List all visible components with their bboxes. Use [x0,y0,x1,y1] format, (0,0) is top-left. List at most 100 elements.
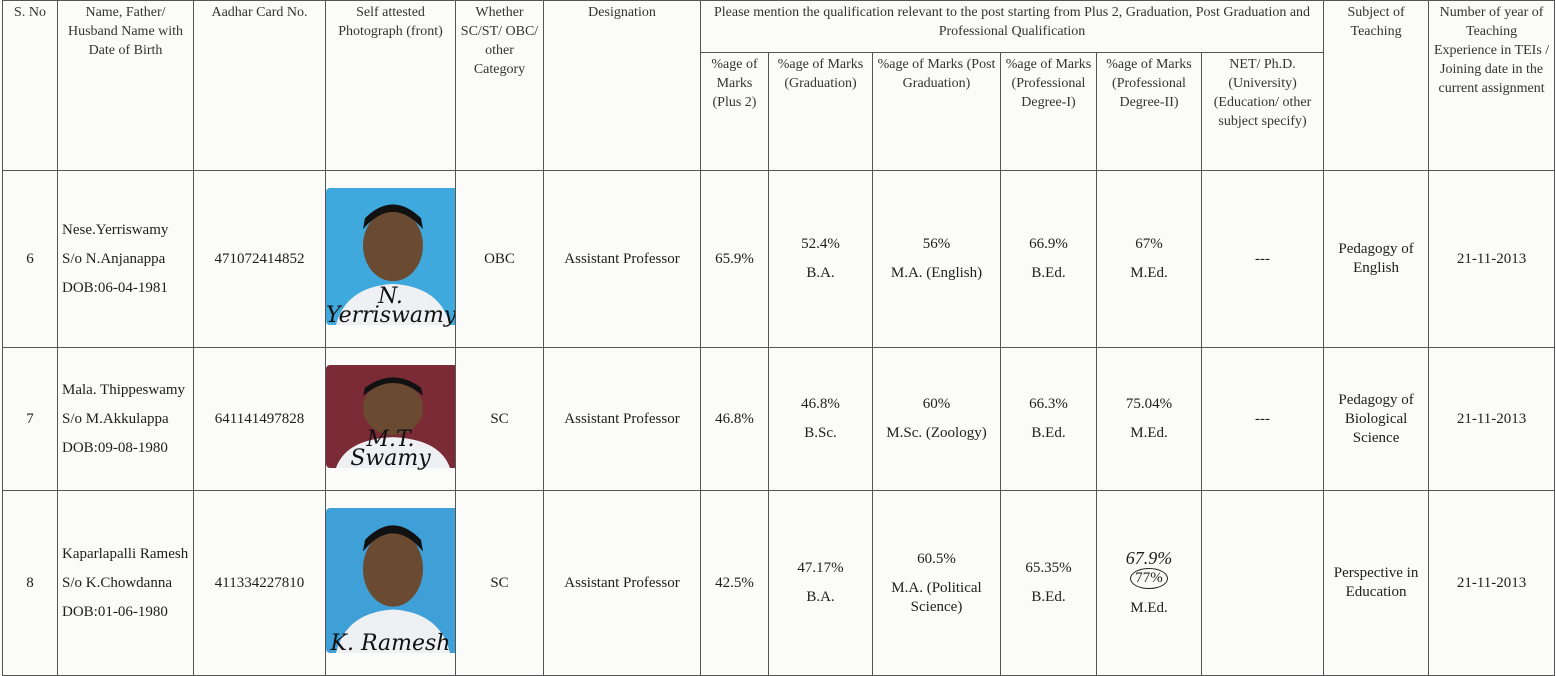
marks: 75.04% [1101,395,1197,414]
parent: S/o N.Anjanappa [62,250,189,269]
professional-2-cell: 67.9%77%M.Ed. [1097,491,1202,676]
graduation-cell: 47.17% B.A. [769,491,873,676]
joining-date-text: 21-11-2013 [1433,410,1550,429]
joining-date: 21-11-2013 [1429,171,1555,348]
graduation-cell: 52.4% B.A. [769,171,873,348]
post-graduation-cell: 60%M.Sc. (Zoology) [873,348,1001,491]
marks: 77% [1101,568,1197,589]
name: Mala. Thippeswamy [62,381,189,400]
degree: M.A. (Political Science) [877,579,996,617]
aadhar: 641141497828 [194,348,326,491]
aadhar-text: 411334227810 [198,574,321,593]
degree: M.Ed. [1101,264,1197,283]
marks: 60.5% [877,550,996,569]
post-graduation-cell: 56% M.A. (English) [873,171,1001,348]
header-cell: Whether SC/ST/ OBC/ other Category [456,1,544,171]
professional-1-cell: 66.9%B.Ed. [1001,171,1097,348]
degree: B.Ed. [1005,424,1092,443]
marks: 46.8% [773,395,868,414]
net: --- [1206,250,1319,269]
marks-value: 77% [1130,568,1168,589]
joining-date-text: 21-11-2013 [1433,574,1550,593]
serial-no: 7 [3,348,58,491]
parent: S/o K.Chowdanna [62,574,189,593]
subheader-cell: %age of Marks (Professional Degree-II) [1097,53,1202,171]
degree: M.Ed. [1101,424,1197,443]
photo-cell: K. Ramesh [326,491,456,676]
post-graduation-cell: 60.5% M.A. (Political Science) [873,491,1001,676]
category: SC [456,348,544,491]
joining-date: 21-11-2013 [1429,348,1555,491]
photo-cell: N. Yerriswamy [326,171,456,348]
subheader-cell: %age of Marks (Graduation) [769,53,873,171]
marks: 56% [877,235,996,254]
category-text: SC [460,574,539,593]
designation-text: Assistant Professor [548,250,696,269]
name: Kaparlapalli Ramesh [62,545,189,564]
marks-value: 66.3% [1029,396,1068,412]
marks-value: 65.35% [1025,560,1071,576]
joining-date: 21-11-2013 [1429,491,1555,676]
marks: 52.4% [773,235,868,254]
header-cell: Name, Father/ Husband Name with Date of … [58,1,194,171]
degree: B.Sc. [773,424,868,443]
joining-date-text: 21-11-2013 [1433,250,1550,269]
subject: Pedagogy of English [1324,171,1429,348]
professional-2-cell: 75.04% M.Ed. [1097,348,1202,491]
name-cell: Nese.YerriswamyS/o N.AnjanappaDOB:06-04-… [58,171,194,348]
category-text: OBC [460,250,539,269]
header-cell: Number of year of Teaching Experience in… [1429,1,1555,171]
designation: Assistant Professor [544,348,701,491]
marks: 65.35% [1005,559,1092,578]
subject-text: Pedagogy of English [1328,240,1424,278]
aadhar: 471072414852 [194,171,326,348]
category-text: SC [460,410,539,429]
serial-no: 8 [3,491,58,676]
header-cell: Please mention the qualification relevan… [701,1,1324,53]
marks-value: 75.04% [1126,396,1172,412]
aadhar-text: 471072414852 [198,250,321,269]
serial-no-text: 7 [7,410,53,429]
degree: M.A. (English) [877,264,996,283]
signature: N. Yerriswamy [326,287,455,325]
plus2-marks: 42.5% [701,491,769,676]
designation: Assistant Professor [544,171,701,348]
degree: M.Ed. [1101,599,1197,618]
header-cell: Self attested Photograph (front) [326,1,456,171]
staff-row: 6 Nese.YerriswamyS/o N.AnjanappaDOB:06-04… [3,171,1555,348]
degree: B.A. [773,264,868,283]
header-cell: Designation [544,1,701,171]
marks: 66.9% [1005,235,1092,254]
marks: 47.17% [773,559,868,578]
plus2-marks-text: 65.9% [705,250,764,269]
degree: B.A. [773,588,868,607]
designation-text: Assistant Professor [548,574,696,593]
professional-1-cell: 65.35% B.Ed. [1001,491,1097,676]
subheader-cell: %age of Marks (Post Graduation) [873,53,1001,171]
marks: 67% [1101,235,1197,254]
category: OBC [456,171,544,348]
professional-2-cell: 67% M.Ed. [1097,171,1202,348]
degree: B.Ed. [1005,588,1092,607]
subject-text: Pedagogy of Biological Science [1328,391,1424,448]
graduation-cell: 46.8% B.Sc. [769,348,873,491]
header-cell: Subject of Teaching [1324,1,1429,171]
marks-value: 67% [1135,236,1163,252]
subheader-cell: %age of Marks (Professional Degree-I) [1001,53,1097,171]
header-cell: Aadhar Card No. [194,1,326,171]
name-cell: Kaparlapalli RameshS/o K.ChowdannaDOB:01… [58,491,194,676]
photo-wrap: M.T. Swamy [326,365,455,474]
serial-no-text: 6 [7,250,53,269]
signature: K. Ramesh [326,634,455,653]
designation: Assistant Professor [544,491,701,676]
marks-value: 47.17% [797,560,843,576]
marks-value: 46.8% [801,396,840,412]
serial-no-text: 8 [7,574,53,593]
marks-value: 52.4% [801,236,840,252]
dob: DOB:09-08-1980 [62,439,189,458]
